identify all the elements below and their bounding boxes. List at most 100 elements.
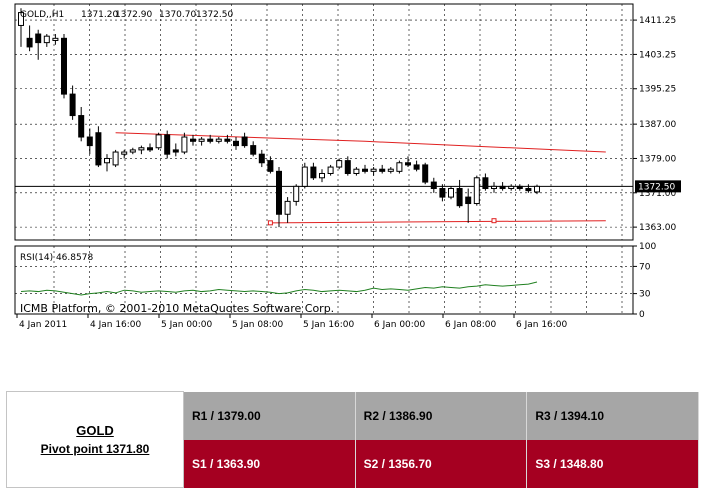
candle-bearish [465, 196, 472, 205]
candle-bearish [405, 162, 411, 166]
support-1: S1 / 1363.90 [183, 439, 356, 488]
candle-bearish [86, 136, 93, 147]
candle-bearish [147, 147, 153, 151]
price-chart[interactable]: 1411.25 1403.25 1395.25 1387.00 1379.00 1371.… [0, 0, 705, 335]
candle-bearish [224, 138, 231, 142]
rsi-tick-label: 30 [639, 290, 651, 300]
candle-bullish [181, 136, 188, 153]
candle-bearish [525, 188, 532, 192]
time-tick-label: 5 Jan 16:00 [303, 320, 355, 330]
lower-channel-line [270, 220, 606, 224]
pivot-symbol: GOLD [76, 423, 114, 438]
rsi-pane-frame [14, 245, 634, 315]
chart-labels: GOLD,,H1 1371.20 1372.90 1370.70 1372.50… [20, 10, 334, 315]
price-tick-label: 1387.00 [639, 120, 676, 130]
candle-bearish [362, 168, 368, 172]
rsi-line [20, 281, 538, 296]
resistance-2: R2 / 1386.90 [355, 391, 528, 440]
upper-channel-line [115, 132, 606, 153]
candle-bearish [258, 153, 265, 164]
candle-bearish [310, 166, 317, 179]
candle-bearish [439, 188, 446, 198]
candle-bearish [95, 132, 102, 166]
price-tick-label: 1363.00 [639, 223, 676, 233]
chart-grid [15, 4, 633, 314]
time-axis: 4 Jan 2011 4 Jan 16:00 5 Jan 00:00 5 Jan 08… [16, 314, 568, 330]
candle-bullish [18, 12, 24, 26]
symbol-label: GOLD,,H1 [20, 10, 64, 20]
rsi-tick-label: 100 [639, 242, 656, 252]
candlestick-series [18, 8, 540, 228]
candle-bullish [353, 168, 360, 174]
time-tick-label: 4 Jan 2011 [19, 320, 67, 330]
candle-bullish [473, 177, 480, 205]
time-tick-label: 6 Jan 16:00 [516, 320, 568, 330]
candle-bullish [215, 138, 222, 142]
candle-bearish [267, 160, 274, 172]
candle-bullish [387, 168, 394, 172]
candle-bullish [293, 185, 300, 202]
price-tick-label: 1411.25 [639, 16, 676, 26]
candle-bearish [35, 33, 42, 44]
candle-bearish [78, 115, 85, 138]
main-pane-frame [14, 3, 634, 241]
candle-bearish [241, 136, 248, 147]
candle-bullish [301, 166, 308, 187]
candle-bullish [319, 172, 325, 179]
candle-bullish [534, 185, 540, 193]
candle-bearish [164, 134, 171, 155]
time-tick-label: 5 Jan 08:00 [232, 320, 284, 330]
candle-bullish [198, 138, 205, 142]
candle-bullish [112, 151, 119, 166]
price-tick-label: 1379.00 [639, 154, 676, 164]
pivot-point-value: Pivot point 1371.80 [40, 442, 150, 456]
channel-anchor-marker [491, 218, 497, 224]
price-axis: 1411.25 1403.25 1395.25 1387.00 1379.00 1371.… [633, 16, 681, 233]
resistance-3: R3 / 1394.10 [526, 391, 699, 440]
rsi-tick-label: 70 [639, 262, 651, 272]
candle-bearish [379, 168, 386, 172]
candle-bearish [207, 138, 214, 142]
candle-bearish [430, 181, 437, 190]
support-2: S2 / 1356.70 [355, 439, 528, 488]
candle-bearish [482, 177, 489, 190]
candle-bullish [138, 147, 145, 151]
candle-bearish [233, 140, 239, 147]
candle-bullish [336, 160, 343, 168]
candle-bullish [129, 149, 136, 153]
time-tick-label: 6 Jan 08:00 [445, 320, 497, 330]
current-price-tag-label: 1372.50 [638, 182, 675, 192]
candle-bearish [172, 149, 179, 153]
rsi-indicator: 100 70 30 0 [15, 242, 656, 320]
current-price-tag [635, 180, 681, 193]
candle-bearish [26, 37, 33, 48]
candle-bullish [52, 37, 59, 41]
price-tick-label: 1403.25 [639, 50, 676, 60]
candle-bullish [155, 134, 162, 149]
candle-bullish [448, 188, 454, 198]
candle-bearish [250, 145, 257, 155]
candle-bullish [284, 200, 291, 215]
candle-bearish [422, 164, 429, 183]
ohlc-low: 1370.70 [159, 10, 196, 20]
price-tick-label: 1395.25 [639, 85, 676, 95]
rsi-label: RSI(14) 46.8578 [20, 253, 93, 263]
candle-bearish [69, 93, 76, 117]
candle-bearish [456, 188, 463, 207]
candle-bullish [327, 166, 334, 174]
ohlc-high: 1372.90 [115, 10, 152, 20]
candle-bullish [121, 151, 128, 155]
chart-canvas[interactable]: 1411.25 1403.25 1395.25 1387.00 1379.00 1371.… [0, 0, 705, 335]
support-3: S3 / 1348.80 [526, 439, 699, 488]
candle-bearish [499, 185, 506, 190]
candle-bullish [508, 185, 515, 190]
price-tick-label: 1371.00 [639, 189, 676, 199]
candle-bearish [61, 37, 67, 95]
candle-bullish [43, 35, 50, 44]
candle-bearish [190, 138, 196, 142]
candle-bearish [516, 185, 523, 190]
copyright-watermark: ICMB Platform, © 2001-2010 MetaQuotes So… [20, 302, 334, 315]
candle-bullish [370, 168, 377, 172]
candle-bullish [491, 185, 497, 190]
channel-anchor-marker [267, 220, 273, 226]
